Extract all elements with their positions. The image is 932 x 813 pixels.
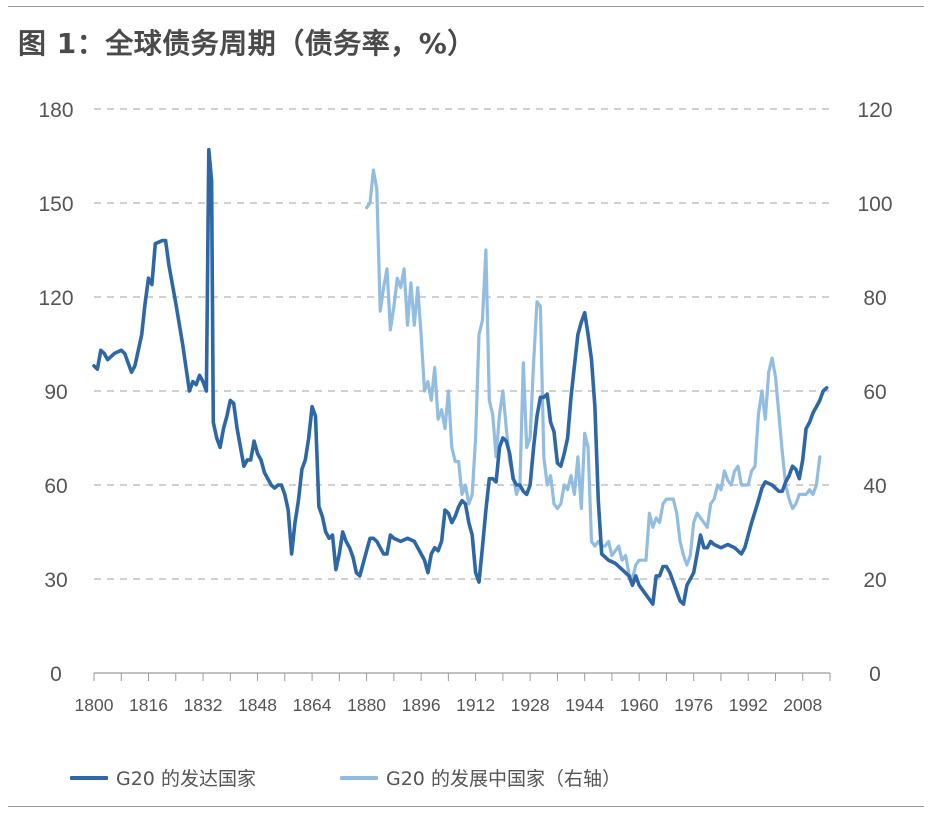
x-tick-label: 1816 (129, 695, 168, 715)
x-tick-label: 1832 (184, 695, 223, 715)
legend-item-developing: G20 的发展中国家（右轴） (340, 764, 621, 791)
y-left-tick-label: 30 (44, 569, 67, 592)
chart-title: 图 1：全球债务周期（债务率，%） (18, 27, 476, 60)
x-tick-label: 1800 (75, 695, 114, 715)
y-right-tick-label: 120 (857, 99, 892, 122)
x-tick-label: 1928 (511, 695, 550, 715)
gridlines (94, 108, 830, 580)
x-tick-label: 1944 (565, 695, 604, 715)
y-right-tick-label: 60 (863, 381, 886, 404)
series-lines (92, 147, 829, 606)
series-line-developed (92, 147, 829, 606)
x-tick-label: 2008 (783, 695, 822, 715)
y-left-tick-label: 90 (44, 381, 67, 404)
top-rule (8, 6, 924, 7)
legend-label-developed: G20 的发达国家 (116, 768, 256, 790)
x-axis-labels: 1800 1816 1832 1848 1864 1880 1896 1912 1928 1944… (75, 695, 823, 715)
x-tick-label: 1880 (347, 695, 386, 715)
y-left-tick-label: 180 (38, 99, 73, 122)
legend-item-developed: G20 的发达国家 (70, 764, 256, 791)
y-left-tick-label: 60 (44, 475, 67, 498)
y-right-tick-label: 40 (863, 475, 886, 498)
series-line-developing (365, 168, 822, 581)
y-axis-right: 0 20 40 60 80 100 120 (857, 99, 892, 686)
x-tick-label: 1992 (729, 695, 768, 715)
bottom-rule (8, 806, 924, 807)
legend-label-developing: G20 的发展中国家（右轴） (386, 768, 621, 790)
y-left-tick-label: 120 (38, 287, 73, 310)
x-tick-label: 1896 (402, 695, 441, 715)
x-axis (93, 672, 831, 681)
x-tick-label: 1848 (238, 695, 277, 715)
y-right-tick-label: 0 (869, 663, 881, 686)
legend-swatch-developed (70, 775, 108, 780)
y-left-tick-label: 0 (50, 663, 62, 686)
y-right-tick-label: 100 (857, 193, 892, 216)
y-axis-left: 0 30 60 90 120 150 180 (38, 99, 73, 686)
y-right-tick-label: 80 (863, 287, 886, 310)
legend-swatch-developing (340, 775, 378, 780)
y-left-tick-label: 150 (38, 193, 73, 216)
x-tick-label: 1960 (620, 695, 659, 715)
x-tick-label: 1976 (674, 695, 713, 715)
y-right-tick-label: 20 (863, 569, 886, 592)
x-tick-label: 1912 (456, 695, 495, 715)
x-tick-label: 1864 (293, 695, 332, 715)
